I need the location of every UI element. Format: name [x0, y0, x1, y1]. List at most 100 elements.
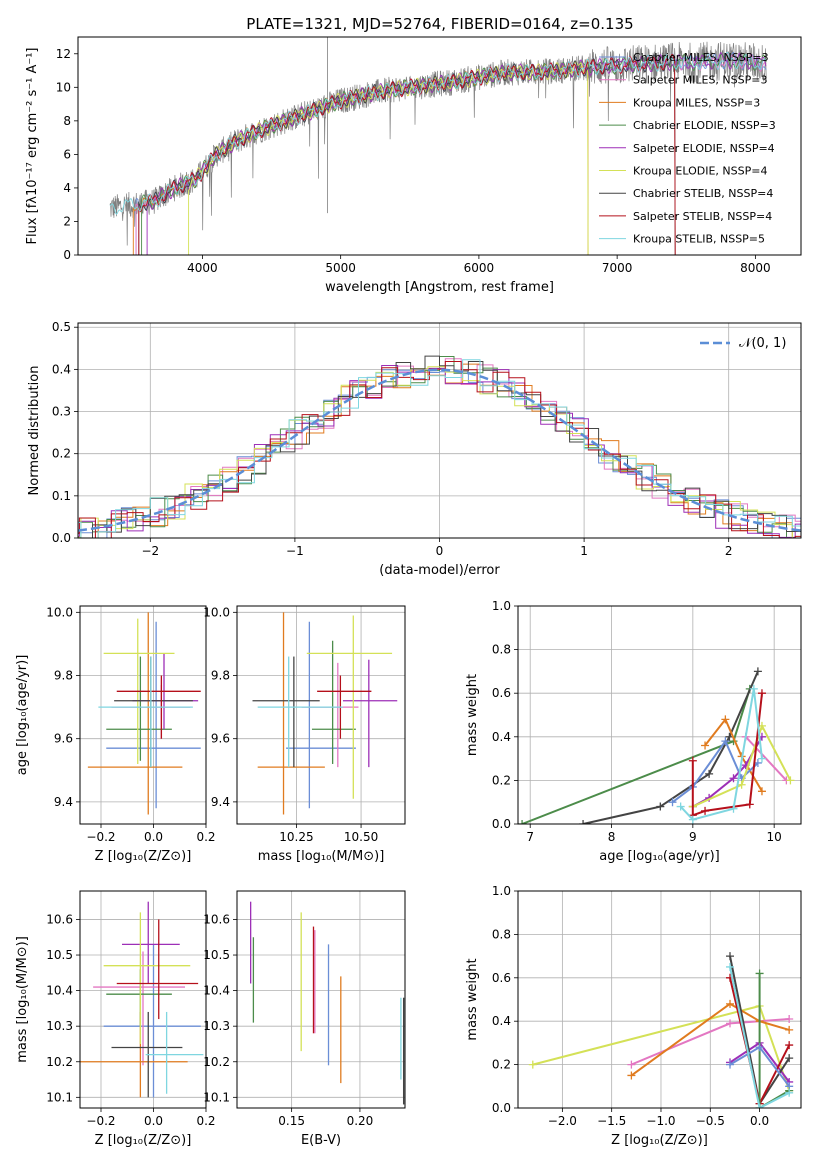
x-tick-label: −2	[141, 544, 159, 558]
y-tick-label: 10.5	[46, 948, 73, 962]
x-tick-label: 0.0	[144, 830, 163, 844]
y-tick-label: 0.0	[492, 817, 511, 831]
x-tick-label: 8	[608, 830, 616, 844]
x-tick-label: −2.0	[548, 1114, 577, 1128]
y-tick-label: 10.5	[203, 948, 230, 962]
legend-entry: Kroupa MILES, NSSP=3	[633, 96, 760, 109]
y-tick-label: 10.3	[203, 1019, 230, 1033]
y-tick-label: 4	[63, 181, 71, 195]
x-axis-label: mass [log₁₀(M/M⊙)]	[258, 849, 385, 864]
x-tick-label: 10	[767, 830, 782, 844]
y-tick-label: 0.4	[52, 362, 71, 376]
y-tick-label: 1.0	[492, 884, 511, 898]
y-tick-label: 0.5	[52, 320, 71, 334]
x-tick-label: 0.0	[144, 1114, 163, 1128]
x-tick-label: 0.2	[196, 830, 215, 844]
y-tick-label: 10.6	[46, 912, 73, 926]
legend-entry: Chabrier ELODIE, NSSP=3	[633, 119, 776, 132]
x-tick-label: −0.2	[86, 830, 115, 844]
y-tick-label: 10.1	[46, 1090, 73, 1104]
legend-entry: 𝒩(0, 1)	[739, 336, 786, 351]
y-tick-label: 0.6	[492, 686, 511, 700]
x-tick-label: −0.5	[696, 1114, 725, 1128]
x-tick-label: 0.15	[278, 1114, 305, 1128]
y-tick-label: 9.4	[54, 795, 73, 809]
y-tick-label: 9.6	[54, 732, 73, 746]
y-tick-label: 0.1	[52, 489, 71, 503]
y-tick-label: 0.8	[492, 927, 511, 941]
y-tick-label: 0.8	[492, 643, 511, 657]
y-tick-label: 9.6	[211, 732, 230, 746]
x-tick-label: 7	[526, 830, 534, 844]
x-tick-label: 9	[689, 830, 697, 844]
x-tick-label: −0.2	[86, 1114, 115, 1128]
y-tick-label: 0.0	[52, 531, 71, 545]
y-tick-label: 9.8	[54, 669, 73, 683]
y-tick-label: 0.3	[52, 405, 71, 419]
y-tick-label: 9.8	[211, 669, 230, 683]
x-tick-label: 10.25	[279, 830, 313, 844]
y-tick-label: 10.6	[203, 912, 230, 926]
x-axis-label: E(B-V)	[301, 1133, 341, 1148]
y-tick-label: 8	[63, 114, 71, 128]
x-tick-label: 0.0	[750, 1114, 769, 1128]
y-tick-label: 10.2	[203, 1055, 230, 1069]
x-axis-label: (data-model)/error	[379, 563, 500, 578]
x-tick-label: −1.0	[646, 1114, 675, 1128]
y-tick-label: 1.0	[492, 599, 511, 613]
y-tick-label: 10.0	[46, 605, 73, 619]
y-tick-label: 0	[63, 248, 71, 262]
x-axis-label: Z [log₁₀(Z/Z⊙)]	[95, 849, 192, 864]
x-tick-label: −1	[286, 544, 304, 558]
x-axis-label: Z [log₁₀(Z/Z⊙)]	[611, 1133, 708, 1148]
y-tick-label: 10.4	[203, 984, 230, 998]
x-axis-label: age [log₁₀(age/yr)]	[599, 849, 720, 864]
x-tick-label: 0.2	[196, 1114, 215, 1128]
x-tick-label: 6000	[464, 261, 495, 275]
x-axis-label: wavelength [Angstrom, rest frame]	[325, 280, 554, 295]
y-tick-label: 9.4	[211, 795, 230, 809]
x-tick-label: 0.20	[347, 1114, 374, 1128]
y-tick-label: 0.0	[492, 1101, 511, 1115]
y-tick-label: 10.2	[46, 1055, 73, 1069]
x-tick-label: 4000	[187, 261, 218, 275]
x-tick-label: 7000	[602, 261, 633, 275]
figure-title: PLATE=1321, MJD=52764, FIBERID=0164, z=0…	[246, 15, 633, 33]
y-tick-label: 0.4	[492, 1014, 511, 1028]
y-axis-label: Normed distribution	[27, 366, 42, 496]
y-axis-label: mass weight	[465, 958, 480, 1040]
y-axis-label: mass weight	[465, 674, 480, 756]
y-tick-label: 10.1	[203, 1090, 230, 1104]
x-tick-label: 2	[725, 544, 733, 558]
y-axis-label: age [log₁₀(age/yr)]	[15, 655, 30, 776]
y-tick-label: 10	[56, 80, 71, 94]
y-tick-label: 2	[63, 214, 71, 228]
y-tick-label: 10.4	[46, 984, 73, 998]
x-tick-label: 10.50	[344, 830, 378, 844]
legend-entry: Chabrier MILES, NSSP=3	[633, 51, 769, 64]
y-tick-label: 6	[63, 147, 71, 161]
legend-entry: Salpeter ELODIE, NSSP=4	[633, 142, 775, 155]
legend-entry: Salpeter STELIB, NSSP=4	[633, 210, 772, 223]
x-tick-label: 8000	[740, 261, 771, 275]
legend-entry: Kroupa ELODIE, NSSP=4	[633, 165, 767, 178]
y-tick-label: 10.0	[203, 605, 230, 619]
legend-entry: Salpeter MILES, NSSP=3	[633, 74, 767, 87]
y-axis-label: mass [log₁₀(M/M⊙)]	[15, 936, 30, 1063]
x-tick-label: −1.5	[597, 1114, 626, 1128]
x-tick-label: 5000	[325, 261, 356, 275]
legend-entry: Kroupa STELIB, NSSP=5	[633, 233, 765, 246]
y-tick-label: 0.6	[492, 971, 511, 985]
x-tick-label: 1	[580, 544, 588, 558]
y-tick-label: 12	[56, 47, 71, 61]
x-tick-label: 0	[436, 544, 444, 558]
y-tick-label: 0.2	[492, 773, 511, 787]
y-tick-label: 0.2	[52, 447, 71, 461]
y-tick-label: 0.2	[492, 1058, 511, 1072]
y-tick-label: 10.3	[46, 1019, 73, 1033]
legend-entry: Chabrier STELIB, NSSP=4	[633, 187, 773, 200]
y-tick-label: 0.4	[492, 730, 511, 744]
y-axis-label: Flux [fλ10⁻¹⁷ erg cm⁻² s⁻¹ A⁻¹]	[25, 48, 40, 245]
x-axis-label: Z [log₁₀(Z/Z⊙)]	[95, 1133, 192, 1148]
